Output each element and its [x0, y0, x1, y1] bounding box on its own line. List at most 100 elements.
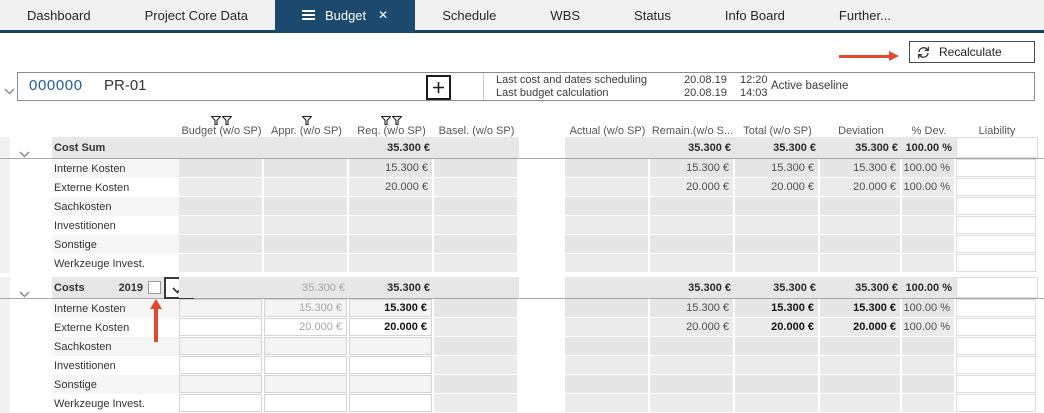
cell-deviation: [820, 254, 902, 273]
cell-remain: 20.000 €: [650, 178, 735, 197]
cell-req[interactable]: 20.000 €: [349, 318, 434, 337]
cell-req[interactable]: [349, 375, 434, 394]
group-cell-req: 35.300 €: [349, 277, 434, 298]
cell-total: 15.300 €: [735, 299, 820, 318]
cell-value: [264, 197, 347, 215]
column-header-basel[interactable]: Basel. (w/o SP): [434, 109, 519, 137]
cell-budget: [179, 178, 264, 197]
cell-value: [434, 254, 517, 272]
cell-pdev: [902, 337, 956, 356]
cell-value: 35.300 €: [264, 277, 349, 298]
cell-value: [735, 254, 818, 272]
project-chevron-down-icon[interactable]: [4, 82, 15, 100]
recalculate-button[interactable]: Recalculate: [909, 41, 1035, 63]
cell-value: 20.000 €: [820, 318, 900, 336]
cell-appr: [264, 159, 349, 178]
column-header-req[interactable]: Req. (w/o SP): [349, 109, 434, 137]
cell-value: [735, 394, 818, 412]
column-header-remain[interactable]: Remain.(w/o S...: [650, 109, 735, 137]
cell-value: [735, 197, 818, 215]
cell-budget[interactable]: [179, 337, 264, 356]
cell-appr[interactable]: [264, 356, 349, 375]
cell-remain: [650, 216, 735, 235]
filter-icon[interactable]: [301, 116, 312, 125]
cell-value: 35.300 €: [735, 137, 820, 158]
hamburger-menu-icon[interactable]: [301, 10, 315, 20]
cell-value: 35.300 €: [820, 137, 902, 158]
cell-budget[interactable]: [179, 299, 264, 318]
cell-budget[interactable]: [179, 318, 264, 337]
column-header-appr[interactable]: Appr. (w/o SP): [264, 109, 349, 137]
cell-actual: [565, 235, 650, 254]
tab-further[interactable]: Further...: [812, 0, 918, 30]
cell-value: 100.00 %: [902, 299, 954, 317]
cell-value: 15.300 €: [820, 159, 900, 177]
cell-value: 20.000 €: [735, 178, 818, 196]
filter-icon[interactable]: [222, 116, 232, 125]
tab-label: Schedule: [442, 7, 497, 23]
column-header-budget[interactable]: Budget (w/o SP): [179, 109, 264, 137]
column-header-deviation[interactable]: Deviation: [820, 109, 902, 137]
filter-icon[interactable]: [392, 116, 402, 125]
row-indent: [10, 197, 52, 216]
column-header-pdev[interactable]: % Dev.: [902, 109, 956, 137]
tab-project-core-data[interactable]: Project Core Data: [118, 0, 275, 30]
row-indent: [10, 299, 52, 318]
column-header-label: Appr. (w/o SP): [271, 125, 342, 137]
cell-appr[interactable]: [264, 394, 349, 413]
column-header-actual[interactable]: Actual (w/o SP): [565, 109, 650, 137]
spacer-cell: [519, 375, 565, 394]
cell-value: 15.300 €: [820, 299, 900, 317]
cell-budget[interactable]: [179, 356, 264, 375]
cell-req[interactable]: [349, 337, 434, 356]
cell-remain: [650, 375, 735, 394]
chevron-down-icon[interactable]: [19, 285, 30, 303]
tab-dashboard[interactable]: Dashboard: [0, 0, 118, 30]
cell-liability: [956, 178, 1038, 197]
filter-icon[interactable]: [381, 116, 391, 125]
group-expander[interactable]: [10, 137, 52, 158]
cell-appr[interactable]: 15.300 €: [264, 299, 349, 318]
group-cell-pdev: 100.00 %: [902, 137, 956, 158]
spacer-cell: [519, 216, 565, 235]
cell-pdev: 100.00 %: [902, 178, 956, 197]
column-header-liability[interactable]: Liability: [956, 109, 1038, 137]
cell-req[interactable]: [349, 356, 434, 375]
cell-appr[interactable]: [264, 375, 349, 394]
cell-appr[interactable]: 20.000 €: [264, 318, 349, 337]
table-row: Interne Kosten 15.300 €15.300 €15.300 €15…: [0, 299, 1044, 318]
tab-wbs[interactable]: WBS: [523, 0, 607, 30]
filter-icons: [301, 113, 312, 125]
cell-req[interactable]: [349, 394, 434, 413]
tab-info-board[interactable]: Info Board: [698, 0, 812, 30]
cell-value: 100.00 %: [902, 277, 956, 298]
tab-schedule[interactable]: Schedule: [415, 0, 523, 30]
cell-value: 15.300 €: [735, 299, 818, 317]
cell-basel: [434, 394, 519, 413]
row-label: Werkzeuge Invest.: [54, 257, 145, 270]
filter-icon[interactable]: [211, 116, 221, 125]
cell-req[interactable]: 15.300 €: [349, 299, 434, 318]
cell-deviation: [820, 197, 902, 216]
tab-status[interactable]: Status: [607, 0, 698, 30]
scheduling-info: Last cost and dates scheduling 20.08.19 …: [496, 74, 780, 99]
period-checkbox[interactable]: [148, 281, 162, 294]
cell-value: [650, 254, 733, 272]
close-icon[interactable]: ✕: [378, 8, 389, 22]
tab-budget[interactable]: Budget ✕: [274, 0, 416, 33]
column-header-label: Actual (w/o SP): [569, 125, 646, 137]
cell-req: [349, 235, 434, 254]
column-header-label: Remain.(w/o S...: [651, 125, 734, 137]
add-button[interactable]: [426, 75, 451, 100]
cell-deviation: [820, 337, 902, 356]
group-expander[interactable]: [10, 277, 52, 298]
cell-budget[interactable]: [179, 375, 264, 394]
chevron-down-icon[interactable]: [19, 145, 30, 163]
cell-remain: [650, 337, 735, 356]
cell-value: 15.300 €: [349, 159, 432, 177]
cell-appr[interactable]: [264, 337, 349, 356]
cell-budget[interactable]: [179, 394, 264, 413]
info-label: Last budget calculation: [496, 86, 609, 99]
cell-value: [820, 216, 900, 234]
column-header-total[interactable]: Total (w/o SP): [735, 109, 820, 137]
